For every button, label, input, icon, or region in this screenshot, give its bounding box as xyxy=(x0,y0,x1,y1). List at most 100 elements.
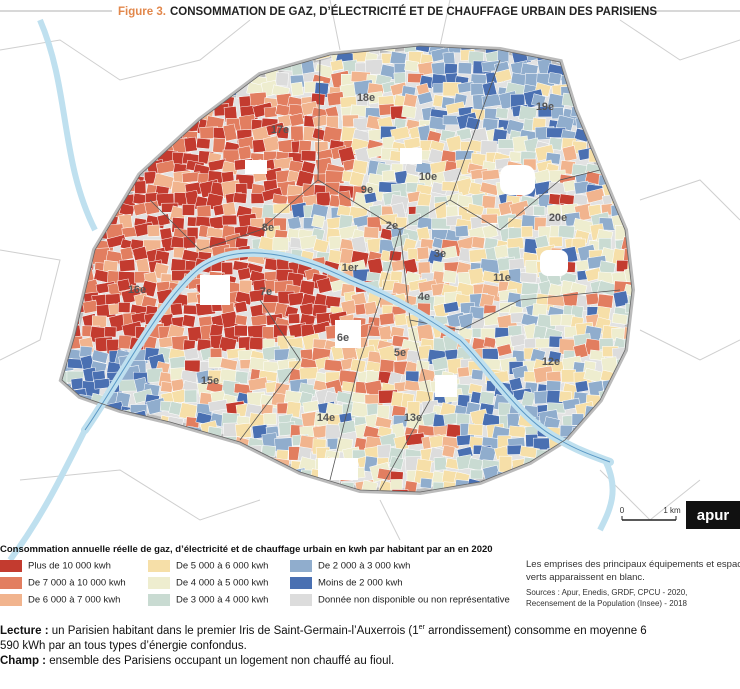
iris-cell xyxy=(83,140,101,158)
iris-cell xyxy=(62,350,67,362)
iris-cell xyxy=(454,225,469,238)
iris-cell xyxy=(598,95,617,111)
reading-note: Lecture : un Parisien habitant dans le p… xyxy=(0,620,660,669)
iris-cell xyxy=(341,381,358,393)
iris-cell xyxy=(192,493,210,511)
iris-cell xyxy=(459,490,479,492)
iris-cell xyxy=(493,244,510,259)
legend-swatch xyxy=(0,560,22,572)
iris-cell xyxy=(442,269,457,284)
iris-cell xyxy=(63,270,77,284)
iris-cell xyxy=(627,447,632,463)
iris-cell xyxy=(62,411,73,427)
iris-cell xyxy=(130,79,153,100)
iris-cell xyxy=(80,162,99,179)
iris-cell xyxy=(561,369,576,383)
iris-cell xyxy=(506,444,523,455)
iris-cell xyxy=(182,460,200,474)
iris-cell xyxy=(118,302,131,313)
iris-cell xyxy=(557,224,575,239)
iris-cell xyxy=(433,493,452,505)
iris-cell xyxy=(561,46,580,50)
iris-cell xyxy=(133,123,151,142)
iris-cell xyxy=(299,366,319,380)
iris-cell xyxy=(470,469,483,480)
iris-cell xyxy=(467,457,484,472)
sources: Recensement de la Population (Insee) - 2… xyxy=(526,599,688,608)
iris-cell xyxy=(600,423,621,439)
iris-cell xyxy=(468,267,485,285)
iris-cell xyxy=(523,46,540,52)
iris-cell xyxy=(78,171,94,183)
sources: Sources : Apur, Enedis, GRDF, CPCU - 202… xyxy=(526,588,687,597)
iris-cell xyxy=(79,85,92,100)
iris-cell xyxy=(416,91,434,105)
iris-cell xyxy=(211,50,233,69)
iris-cell xyxy=(613,379,632,398)
iris-cell xyxy=(70,106,85,121)
iris-cell xyxy=(615,46,631,53)
seine-outside xyxy=(7,18,616,562)
iris-cell xyxy=(572,433,589,446)
iris-cell xyxy=(445,205,459,218)
iris-cell xyxy=(144,200,160,216)
iris-cell xyxy=(470,83,484,96)
iris-cell xyxy=(183,136,198,153)
iris-cell xyxy=(537,476,557,491)
iris-cell xyxy=(62,152,69,165)
iris-cell xyxy=(120,139,135,157)
iris-cell xyxy=(173,92,190,111)
iris-cell xyxy=(300,150,317,162)
iris-cell xyxy=(389,51,407,66)
iris-cell xyxy=(62,323,71,342)
iris-cell xyxy=(223,442,241,460)
iris-cell xyxy=(62,488,70,492)
iris-cell xyxy=(626,435,632,448)
iris-cell xyxy=(119,437,139,454)
iris-cell xyxy=(623,379,632,396)
iris-cell xyxy=(133,180,147,195)
arrondissement-label: 15e xyxy=(201,375,219,387)
iris-cell xyxy=(234,422,252,439)
iris-cell xyxy=(470,489,491,492)
legend-label: De 5 000 à 6 000 kwh xyxy=(176,561,268,572)
iris-cell xyxy=(120,480,139,492)
iris-cell xyxy=(63,64,85,82)
iris-cell xyxy=(83,92,102,110)
iris-cell xyxy=(156,470,174,482)
iris-cell xyxy=(68,479,89,492)
iris-cell xyxy=(310,482,331,492)
legend-label: Moins de 2 000 kwh xyxy=(318,578,403,589)
iris-cell xyxy=(290,490,306,492)
iris-cell xyxy=(263,106,278,118)
iris-cell xyxy=(613,479,632,492)
iris-cell xyxy=(211,487,233,492)
iris-cell xyxy=(563,477,582,492)
iris-cell xyxy=(295,46,317,59)
iris-cell xyxy=(378,312,395,326)
iris-cell xyxy=(311,214,326,229)
iris-cell xyxy=(105,46,125,53)
iris-cell xyxy=(169,490,186,492)
iris-cell xyxy=(616,136,632,153)
iris-cell xyxy=(91,59,108,77)
iris-cell xyxy=(192,436,209,454)
legend-label: De 3 000 à 4 000 kwh xyxy=(176,595,268,606)
iris-cell xyxy=(327,489,340,492)
arrondissement-label: 1er xyxy=(342,262,359,274)
iris-cell xyxy=(363,192,378,204)
legend-swatch xyxy=(148,560,170,572)
iris-cell xyxy=(288,112,305,127)
iris-cell xyxy=(343,491,361,492)
iris-cell xyxy=(274,490,293,492)
iris-cell xyxy=(107,422,126,436)
iris-cell xyxy=(105,49,125,63)
iris-cell xyxy=(505,493,518,509)
iris-cell xyxy=(223,486,245,492)
iris-cell xyxy=(467,423,484,436)
iris-cell xyxy=(77,73,94,87)
iris-cell xyxy=(547,480,566,492)
iris-cell xyxy=(616,488,632,492)
iris-cell xyxy=(168,105,186,123)
iris-cell xyxy=(239,46,257,55)
